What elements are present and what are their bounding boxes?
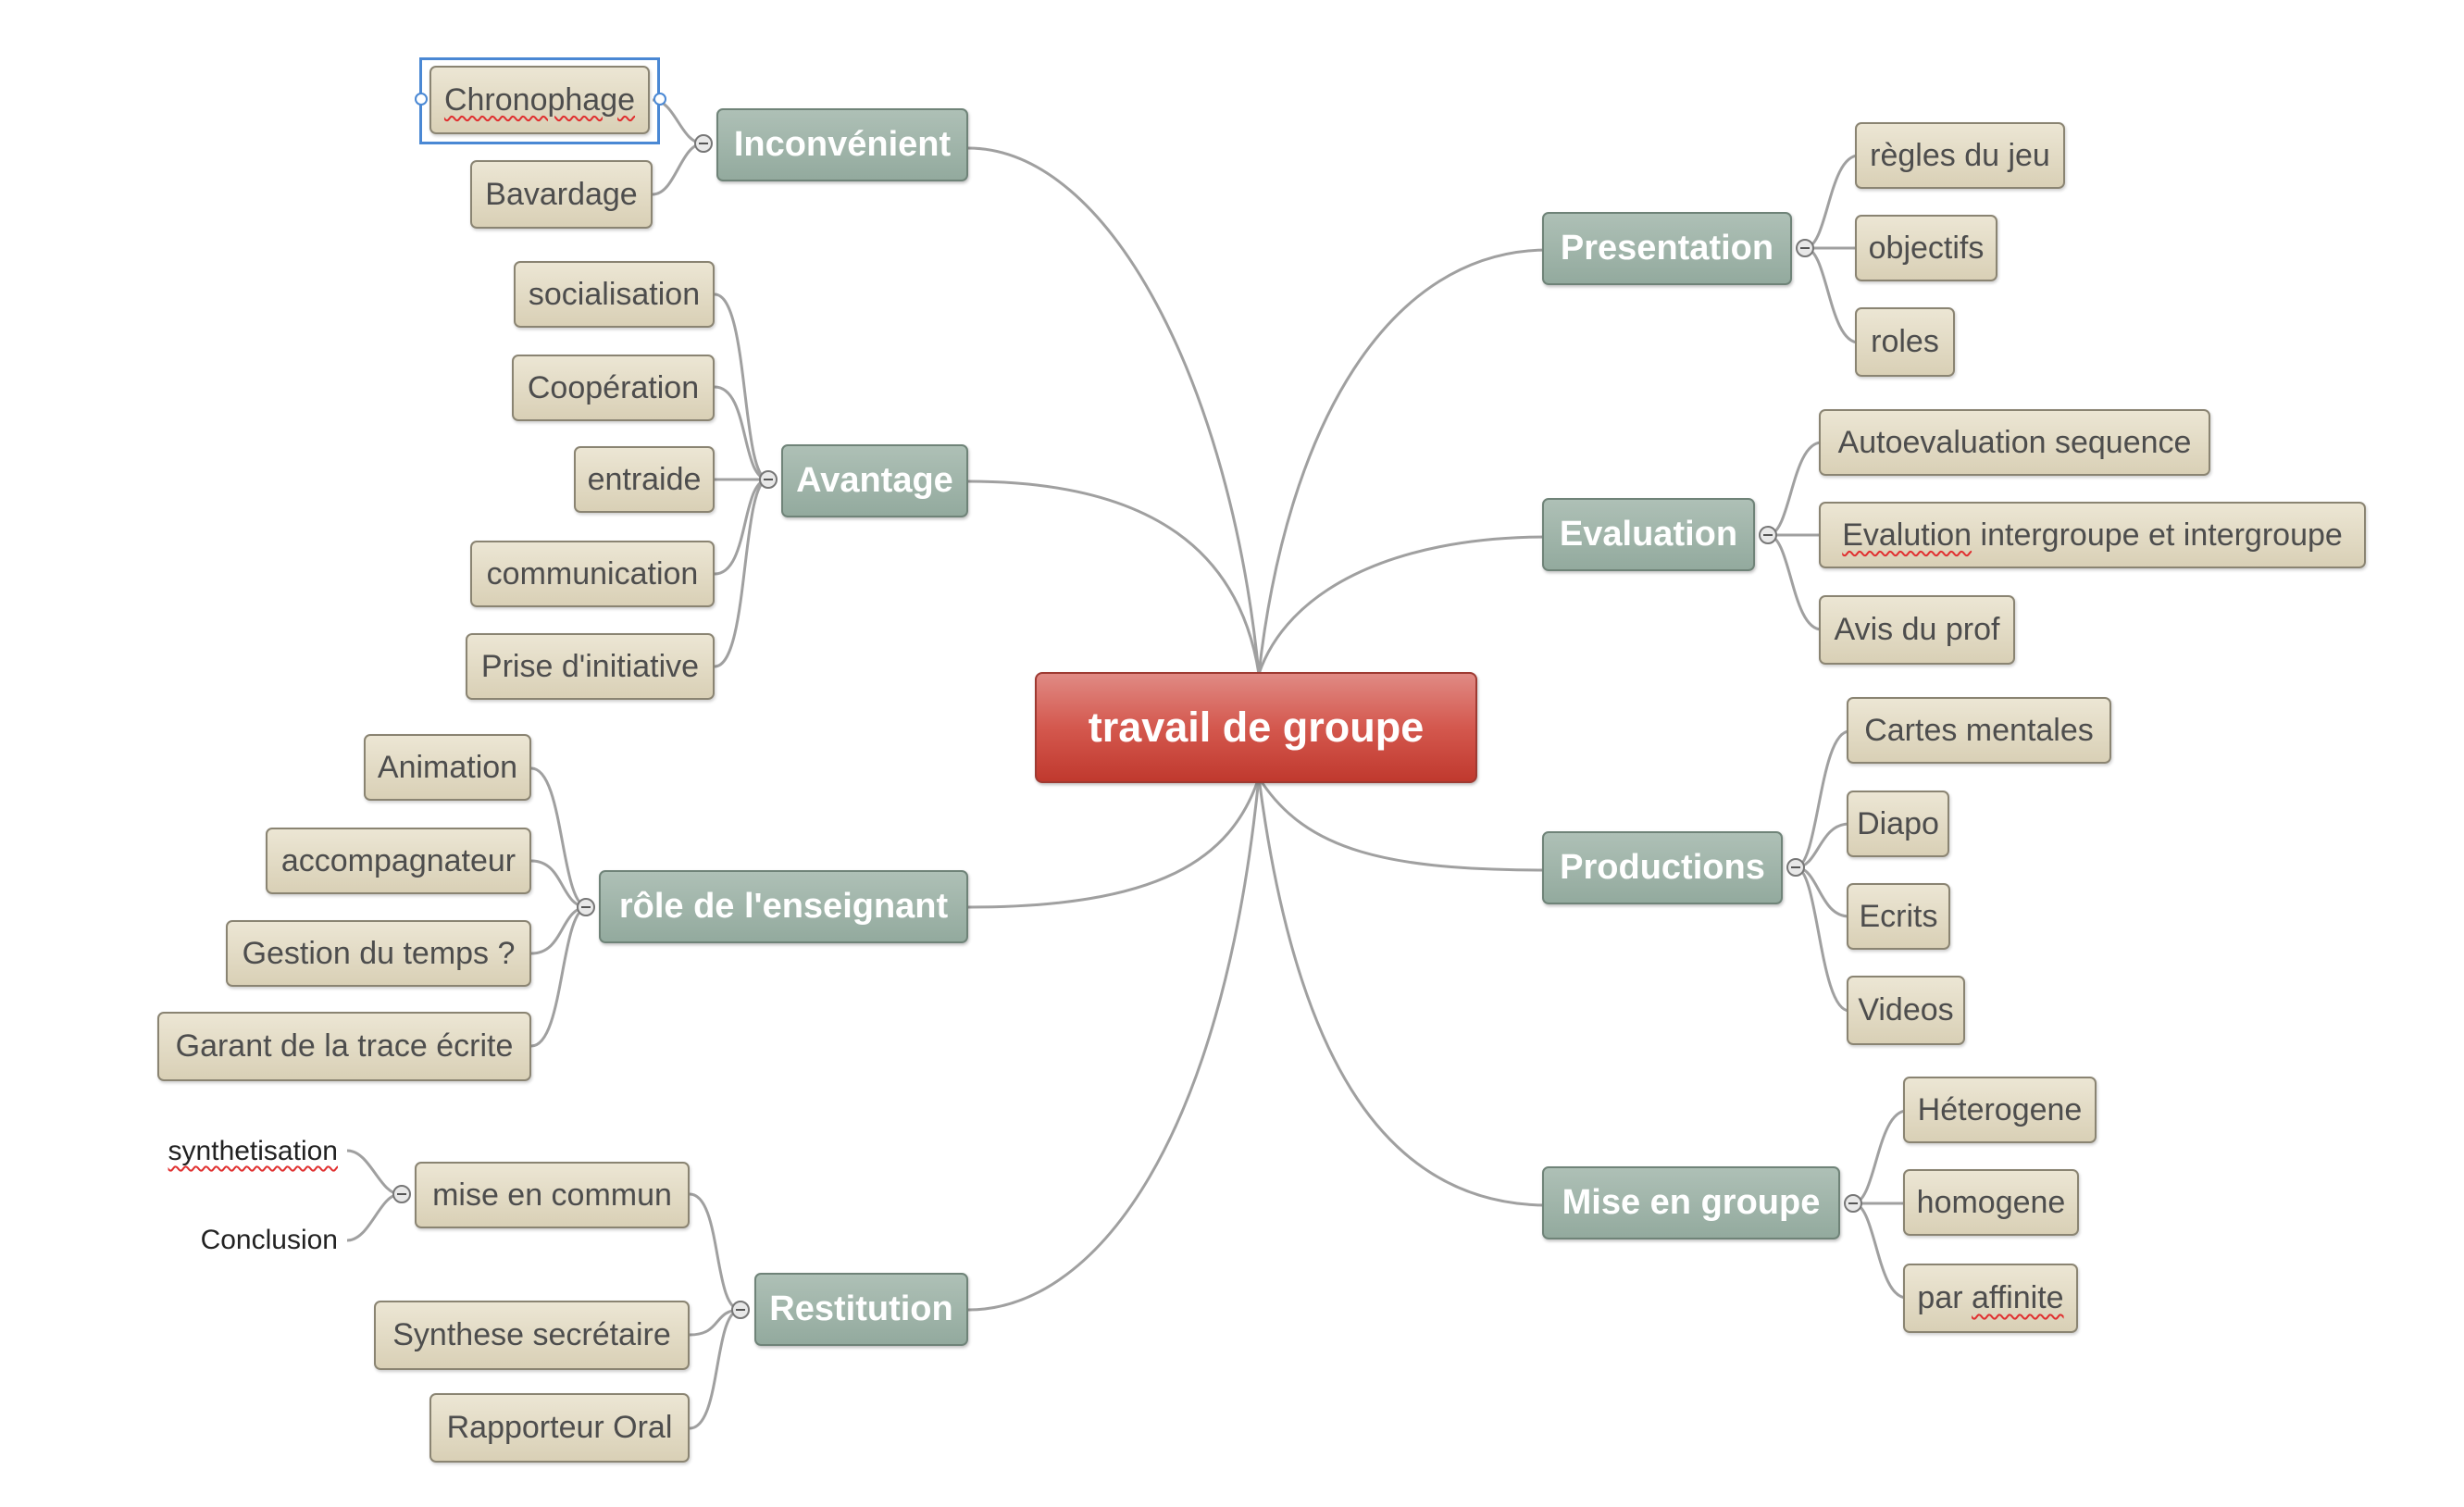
collapse-toggle-icon[interactable]	[392, 1185, 411, 1203]
topic-role-enseignant[interactable]: rôle de l'enseignant	[599, 870, 968, 943]
subtopic-homogene[interactable]: homogene	[1903, 1169, 2079, 1236]
subtopic-prise-initiative[interactable]: Prise d'initiative	[466, 633, 715, 700]
subtopic-diapo[interactable]: Diapo	[1847, 791, 1949, 857]
subtopic-cartes-mentales[interactable]: Cartes mentales	[1847, 697, 2111, 764]
topic-avantage[interactable]: Avantage	[781, 444, 968, 517]
leaf-label: synthetisation	[168, 1136, 338, 1166]
central-topic[interactable]: travail de groupe	[1035, 672, 1477, 783]
misspelled-word: Evalution	[1842, 517, 1972, 553]
topic-mise-en-groupe[interactable]: Mise en groupe	[1542, 1166, 1840, 1239]
topic-restitution[interactable]: Restitution	[754, 1273, 968, 1346]
topic-presentation[interactable]: Presentation	[1542, 212, 1792, 285]
subtopic-objectifs[interactable]: objectifs	[1855, 215, 1997, 281]
collapse-toggle-icon[interactable]	[577, 898, 595, 916]
collapse-toggle-icon[interactable]	[1759, 526, 1777, 544]
collapse-toggle-icon[interactable]	[1786, 858, 1805, 877]
resize-handle-icon[interactable]	[653, 93, 666, 106]
collapse-toggle-icon[interactable]	[1844, 1194, 1862, 1213]
subtopic-ecrits[interactable]: Ecrits	[1847, 883, 1950, 950]
subtopic-avis-du-prof[interactable]: Avis du prof	[1819, 595, 2015, 665]
collapse-toggle-icon[interactable]	[759, 470, 778, 489]
subtopic-chronophage[interactable]: Chronophage	[429, 66, 650, 134]
subtopic-regles-du-jeu[interactable]: règles du jeu	[1855, 122, 2065, 189]
collapse-toggle-icon[interactable]	[694, 134, 713, 153]
subtopic-label: Chronophage	[443, 81, 636, 118]
subtopic-garant-trace[interactable]: Garant de la trace écrite	[157, 1012, 531, 1081]
leaf-synthetisation[interactable]: synthetisation	[139, 1131, 338, 1172]
collapse-toggle-icon[interactable]	[731, 1301, 750, 1319]
subtopic-mise-en-commun[interactable]: mise en commun	[415, 1162, 690, 1228]
subtopic-accompagnateur[interactable]: accompagnateur	[266, 828, 531, 894]
leaf-conclusion[interactable]: Conclusion	[200, 1225, 338, 1255]
subtopic-cooperation[interactable]: Coopération	[512, 355, 715, 421]
collapse-toggle-icon[interactable]	[1796, 239, 1814, 257]
subtopic-rapporteur-oral[interactable]: Rapporteur Oral	[429, 1393, 690, 1463]
resize-handle-icon[interactable]	[415, 93, 428, 106]
subtopic-videos[interactable]: Videos	[1847, 976, 1965, 1045]
subtopic-socialisation[interactable]: socialisation	[514, 261, 715, 328]
subtopic-animation[interactable]: Animation	[364, 734, 531, 801]
topic-productions[interactable]: Productions	[1542, 831, 1783, 904]
subtopic-label: par	[1917, 1280, 1972, 1315]
topic-evaluation[interactable]: Evaluation	[1542, 498, 1755, 571]
subtopic-roles[interactable]: roles	[1855, 307, 1955, 377]
subtopic-entraide[interactable]: entraide	[574, 446, 715, 513]
subtopic-bavardage[interactable]: Bavardage	[470, 160, 653, 229]
subtopic-evalution-intergroupe[interactable]: Evalution intergroupe et intergroupe	[1819, 502, 2366, 568]
subtopic-par-affinite[interactable]: par affinite	[1903, 1264, 2078, 1333]
subtopic-autoevaluation[interactable]: Autoevaluation sequence	[1819, 409, 2210, 476]
topic-inconvenient[interactable]: Inconvénient	[716, 108, 968, 181]
misspelled-word: affinite	[1972, 1280, 2064, 1315]
subtopic-gestion-temps[interactable]: Gestion du temps ?	[226, 920, 531, 987]
subtopic-synthese-secretaire[interactable]: Synthese secrétaire	[374, 1301, 690, 1370]
subtopic-communication[interactable]: communication	[470, 541, 715, 607]
subtopic-heterogene[interactable]: Héterogene	[1903, 1077, 2097, 1143]
subtopic-label: intergroupe et intergroupe	[1980, 517, 2343, 553]
